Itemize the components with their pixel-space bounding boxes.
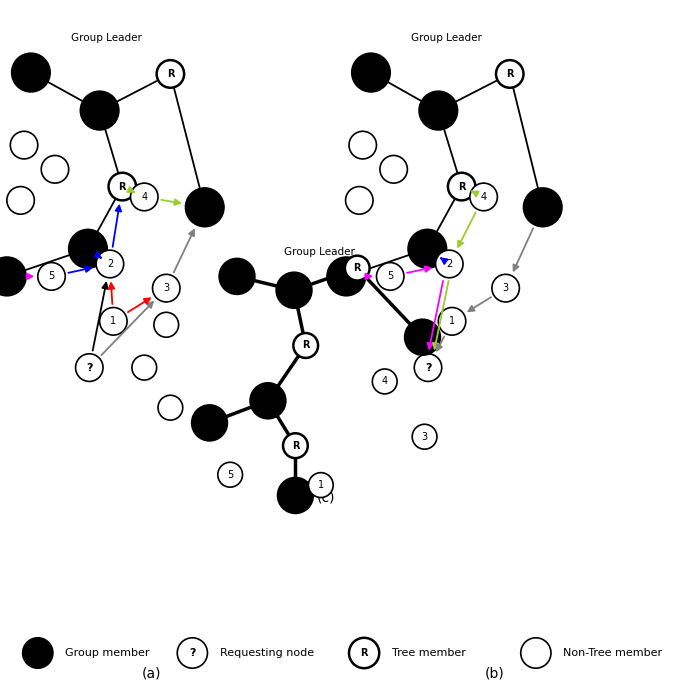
Circle shape [414, 354, 442, 381]
Circle shape [523, 188, 562, 227]
Text: Group Leader: Group Leader [71, 33, 142, 43]
Text: 1: 1 [111, 316, 116, 326]
Circle shape [41, 155, 69, 183]
Circle shape [496, 60, 523, 88]
Circle shape [276, 272, 312, 308]
Text: (c): (c) [317, 491, 335, 504]
Circle shape [192, 405, 227, 441]
Text: 5: 5 [48, 272, 55, 281]
Text: 4: 4 [382, 377, 387, 386]
Circle shape [177, 638, 207, 668]
Circle shape [185, 188, 224, 227]
Text: Group Leader: Group Leader [411, 33, 482, 43]
Text: 1: 1 [318, 480, 324, 490]
Text: (b): (b) [485, 667, 504, 681]
Circle shape [132, 355, 157, 380]
Text: ?: ? [86, 363, 93, 372]
Circle shape [345, 256, 370, 281]
Circle shape [419, 91, 458, 130]
Circle shape [158, 395, 183, 420]
Circle shape [380, 155, 407, 183]
Circle shape [372, 369, 397, 394]
Circle shape [0, 257, 26, 296]
Circle shape [38, 263, 65, 290]
Circle shape [7, 187, 34, 214]
Circle shape [250, 383, 286, 419]
Circle shape [521, 638, 551, 668]
Circle shape [438, 307, 466, 335]
Text: ?: ? [189, 648, 196, 658]
Circle shape [349, 131, 376, 159]
Text: 2: 2 [106, 259, 113, 269]
Circle shape [154, 312, 179, 337]
Circle shape [376, 263, 404, 290]
Text: 2: 2 [446, 259, 453, 269]
Circle shape [131, 183, 158, 211]
Circle shape [100, 307, 127, 335]
Text: Tree member: Tree member [392, 648, 466, 658]
Circle shape [492, 274, 519, 302]
Text: Non-Tree member: Non-Tree member [563, 648, 662, 658]
Circle shape [219, 258, 255, 294]
Circle shape [76, 354, 103, 381]
Text: R: R [361, 648, 368, 658]
Circle shape [349, 638, 379, 668]
Circle shape [293, 333, 318, 358]
Circle shape [405, 319, 440, 355]
Text: R: R [119, 182, 126, 191]
Circle shape [408, 229, 447, 268]
Text: R: R [302, 341, 309, 350]
Circle shape [327, 257, 365, 296]
Text: 5: 5 [227, 470, 234, 480]
Text: R: R [354, 263, 361, 273]
Circle shape [448, 173, 475, 200]
Text: Group member: Group member [65, 648, 150, 658]
Circle shape [10, 131, 38, 159]
Text: R: R [167, 69, 174, 79]
Text: 5: 5 [387, 272, 394, 281]
Text: R: R [458, 182, 465, 191]
Text: (a): (a) [142, 667, 161, 681]
Text: 4: 4 [481, 192, 486, 202]
Text: 3: 3 [422, 432, 427, 442]
Text: 3: 3 [503, 283, 508, 293]
Circle shape [412, 424, 437, 449]
Text: 1: 1 [449, 316, 455, 326]
Circle shape [12, 53, 50, 92]
Circle shape [157, 60, 184, 88]
Circle shape [80, 91, 119, 130]
Circle shape [352, 53, 390, 92]
Circle shape [278, 477, 313, 513]
Circle shape [470, 183, 497, 211]
Text: R: R [506, 69, 513, 79]
Text: Requesting node: Requesting node [220, 648, 314, 658]
Circle shape [283, 433, 308, 458]
Circle shape [346, 187, 373, 214]
Circle shape [436, 250, 463, 278]
Circle shape [96, 250, 124, 278]
Text: Group Leader: Group Leader [284, 247, 355, 257]
Circle shape [218, 462, 243, 487]
Text: R: R [292, 441, 299, 451]
Circle shape [308, 473, 333, 498]
Circle shape [153, 274, 180, 302]
Circle shape [69, 229, 107, 268]
Circle shape [23, 638, 53, 668]
Text: ?: ? [425, 363, 431, 372]
Text: 4: 4 [142, 192, 147, 202]
Text: 3: 3 [164, 283, 169, 293]
Circle shape [109, 173, 136, 200]
